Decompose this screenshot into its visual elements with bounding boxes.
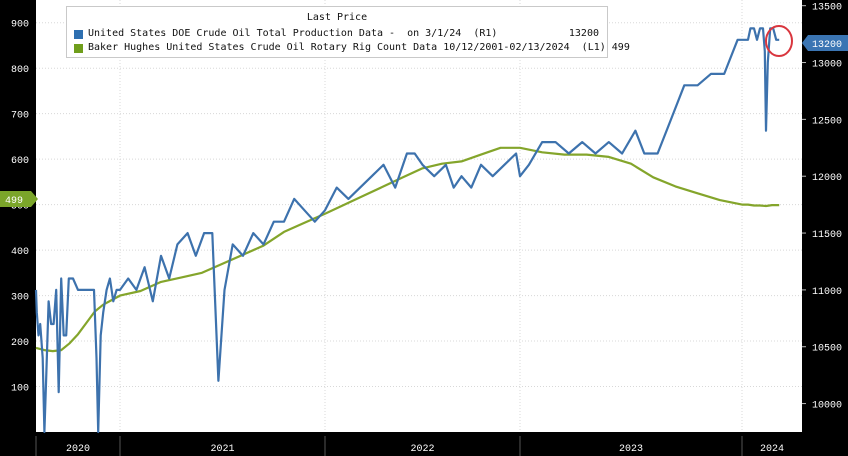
legend-swatch-production: [74, 30, 83, 39]
x-tick-label: 2024: [760, 444, 784, 455]
right-tick-label: 11500: [812, 230, 842, 241]
legend-swatch-rig-count: [74, 44, 83, 53]
right-tick-label: 13000: [812, 60, 842, 71]
right-tick-label: 12000: [812, 173, 842, 184]
right-tick-label: 11000: [812, 287, 842, 298]
left-tick-label: 700: [11, 111, 29, 122]
right-tick-label: 10000: [812, 401, 842, 412]
right-tick-label: 13500: [812, 3, 842, 14]
rig-count-line: [35, 146, 780, 353]
right-last-value-label: 13200: [812, 40, 842, 51]
right-tick-label: 12500: [812, 116, 842, 127]
legend-title: Last Price: [306, 12, 368, 23]
legend-item-production: United States DOE Crude Oil Total Produc…: [74, 28, 599, 42]
right-axis: 13500 13000 12500 12000 11500 11000 10500 10000: [802, 3, 842, 412]
production-series: [34, 27, 780, 434]
left-tick-label: 100: [11, 384, 29, 395]
x-tick-label: 2021: [210, 444, 234, 455]
legend-item-rig-count: Baker Hughes United States Crude Oil Rot…: [74, 42, 630, 56]
x-tick-label: 2020: [66, 444, 90, 455]
x-tick-label: 2023: [619, 444, 643, 455]
plot-area: [36, 0, 802, 432]
right-tick-label: 10500: [812, 344, 842, 355]
legend-value-production: 13200: [568, 28, 599, 39]
left-last-value-label: 499: [5, 196, 23, 207]
x-tick-label: 2022: [410, 444, 434, 455]
rig-count-series: [35, 146, 780, 353]
left-tick-label: 900: [11, 20, 29, 31]
left-tick-label: 200: [11, 338, 29, 349]
left-last-value-tag: 499: [0, 191, 38, 207]
left-tick-label: 300: [11, 293, 29, 304]
production-line: [34, 27, 780, 434]
left-tick-label: 600: [11, 156, 29, 167]
left-tick-label: 500: [11, 202, 29, 213]
left-axis: 900 800 700 600 500 400 300 200 100: [11, 20, 29, 395]
latest-value-highlight: [765, 25, 793, 57]
right-last-value-tag: 13200: [802, 35, 848, 51]
grid-lines: [36, 0, 802, 432]
x-axis: 2020 2021 2022 2023 2024: [35, 436, 784, 456]
legend: Last Price United States DOE Crude Oil T…: [66, 6, 630, 58]
legend-label-rig-count: Baker Hughes United States Crude Oil Rot…: [88, 42, 630, 53]
legend-label-production: United States DOE Crude Oil Total Produc…: [88, 28, 498, 39]
left-tick-label: 400: [11, 247, 29, 258]
left-tick-label: 800: [11, 65, 29, 76]
